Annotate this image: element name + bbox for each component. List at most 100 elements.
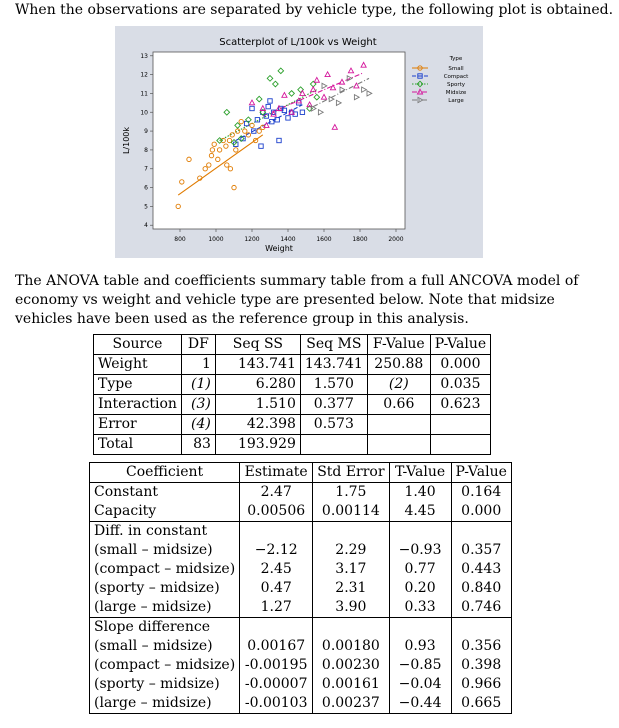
coef-group-label: Diff. in constant [88,521,241,541]
anova-cell: Type [93,374,182,395]
coef-cell [450,617,512,637]
point-small [186,156,192,162]
y-tick-label: 11 [140,90,148,97]
point-midsize [353,82,360,89]
point-small [206,162,212,168]
x-tick-label: 1200 [244,236,259,243]
point-sporty [259,108,267,116]
legend-label-sporty: Sporty [447,82,466,88]
y-tick-label: 10 [140,109,148,116]
anova-cell: 0.623 [429,394,492,415]
anova-row: Error (4) 42.398 0.573 [93,414,492,435]
point-sporty [244,116,252,124]
y-tick-label: 13 [140,53,148,60]
anova-cell: 1.570 [299,374,368,395]
anova-cell [366,414,431,435]
fit-line-small [177,134,264,196]
anova-cell: (1) [180,374,216,395]
point-midsize [263,121,270,128]
point-sporty [223,108,231,116]
coef-row: (compact – midsize) 2.45 3.17 0.77 0.443 [88,560,512,579]
legend-title: Type [449,56,463,62]
x-tick-label: 1800 [352,236,367,243]
coef-group-label: Slope difference [88,617,241,637]
coef-row: (sporty – midsize) 0.47 2.31 0.20 0.840 [88,579,512,598]
coef-cell: (compact – midsize) [88,656,241,675]
coef-cell: 0.164 [450,482,512,502]
point-sporty [271,80,279,88]
coef-cell: 0.00506 [239,502,314,522]
point-midsize [275,104,283,111]
coef-cell: 0.00180 [312,637,390,656]
point-compact [265,103,271,110]
coef-cell: 1.75 [312,482,390,502]
legend-marker-large [417,96,424,104]
point-small [202,166,208,172]
coef-cell: 0.33 [388,598,452,618]
point-midsize [331,123,339,130]
coef-cell: 0.77 [388,560,452,579]
coef-cell: 0.00237 [312,694,390,714]
point-midsize [306,100,313,108]
anova-row: Type (1) 6.280 1.570 (2) 0.035 [93,374,492,395]
coefficients-table: Coefficient Estimate Std Error T-Value P… [88,462,512,714]
anova-header-cell: F-Value [366,334,431,355]
point-midsize [347,67,355,74]
legend-label-midsize: Midsize [446,90,467,96]
point-midsize [281,91,288,98]
legend-marker-sporty [416,80,424,88]
point-compact [240,135,246,142]
point-small [224,162,230,168]
coef-row: (small – midsize) −2.12 2.29 −0.93 0.357 [88,541,512,560]
point-large [328,95,335,103]
coef-cell: (large – midsize) [88,694,241,714]
coef-cell [388,617,452,637]
coef-cell: 0.746 [450,598,512,618]
point-large [353,93,361,101]
coef-cell: 4.45 [388,502,452,522]
legend-marker-compact [417,73,423,79]
coef-cell: Constant [88,482,241,502]
point-small [238,119,244,125]
anova-header-row: Source DF Seq SS Seq MS F-Value P-Value [93,334,492,355]
point-small [208,152,215,159]
y-tick-label: 6 [144,185,148,192]
anova-cell [429,414,492,435]
coef-cell: 0.966 [450,675,512,694]
point-large [339,86,346,94]
coef-cell [239,617,314,637]
y-tick-label: 12 [140,72,148,79]
coef-cell: 1.27 [239,598,314,618]
coef-cell: 0.47 [239,579,314,598]
anova-row: Interaction (3) 1.510 0.377 0.66 0.623 [93,394,492,415]
anova-cell: (2) [366,374,431,395]
point-small [242,128,248,134]
point-compact [254,117,261,123]
coef-cell: −0.85 [388,656,452,675]
point-compact [263,113,270,119]
x-tick-label: 1000 [208,236,223,243]
point-sporty [216,137,224,144]
point-midsize [270,110,277,117]
x-axis-label: Weight [265,244,293,253]
point-small [209,147,216,153]
point-midsize [309,85,317,93]
anova-cell: 0.573 [299,414,368,435]
x-tick-label: 2000 [388,236,403,243]
point-midsize [295,97,303,104]
coef-header-cell: Std Error [312,462,390,483]
plot-area [152,51,406,230]
coef-cell [450,521,512,541]
point-small [220,137,226,144]
point-sporty [234,121,242,129]
coef-cell: (sporty – midsize) [88,579,241,598]
point-small [245,132,252,138]
anova-header-cell: Source [93,334,182,355]
coef-cell: 0.665 [450,694,512,714]
point-compact [269,119,275,125]
y-tick-label: 7 [144,166,148,173]
point-midsize [324,70,331,78]
coef-cell: 0.00167 [239,637,314,656]
scatterplot-panel: Scatterplot of L/100k vs Weight 800 1000 12… [115,26,483,258]
coef-cell: 3.90 [312,598,390,618]
